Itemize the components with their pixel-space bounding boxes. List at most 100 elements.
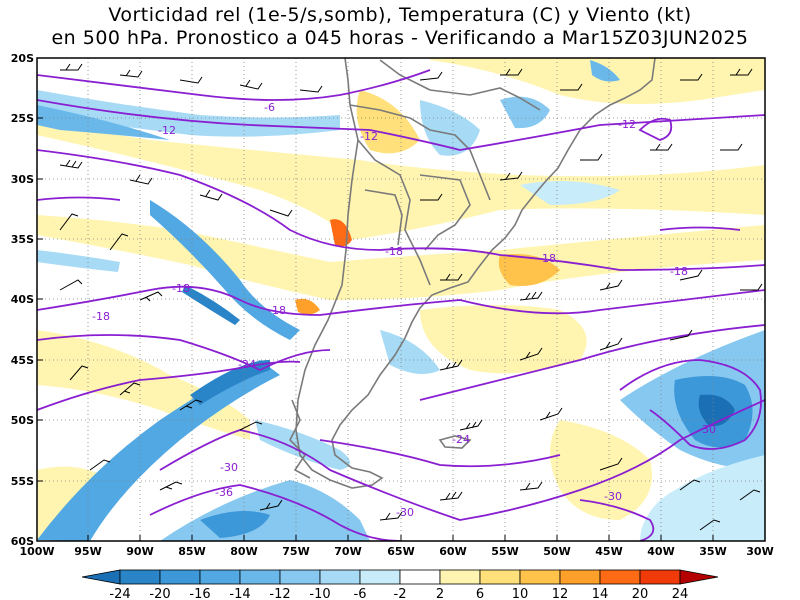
vorticity-negative-area (520, 181, 620, 205)
colorbar-swatch (479, 569, 521, 585)
vorticity-positive-area (37, 215, 765, 300)
vorticity-negative-area (150, 200, 300, 340)
vorticity-negative-area (590, 60, 620, 82)
contour-label: -30 (220, 461, 238, 474)
colorbar-label: -10 (309, 587, 330, 600)
colorbar-label: -2 (394, 587, 407, 600)
colorbar-swatch (519, 569, 561, 585)
colorbar-label: 10 (512, 587, 529, 600)
colorbar-swatch (159, 569, 201, 585)
vorticity-negative-area (182, 285, 240, 325)
contour-label: -30 (604, 490, 622, 503)
country-border (419, 174, 471, 251)
vorticity-negative-area (380, 330, 440, 374)
falklands (438, 435, 472, 449)
contour-label: -24 (238, 358, 256, 371)
lon-label: 85W (178, 545, 205, 558)
colorbar-label: -20 (149, 587, 170, 600)
map-title: Vorticidad rel (1e-5/s,somb), Temperatur… (0, 4, 800, 50)
contour-label: -18 (268, 304, 286, 317)
contour-label: -18 (385, 245, 403, 258)
colorbar-label: 14 (592, 587, 609, 600)
lon-label: 45W (595, 545, 622, 558)
colorbar-label: -14 (229, 587, 250, 600)
vorticity-negative-area (640, 455, 765, 541)
lon-label: 40W (647, 545, 674, 558)
colorbar-label: 12 (552, 587, 569, 600)
vorticity-negative-area (255, 420, 350, 470)
colorbar-swatch (399, 569, 441, 585)
vorticity-negative-area (37, 250, 120, 272)
lat-label: 60S (11, 535, 34, 548)
lat-label: 40S (11, 293, 34, 306)
colorbar-swatch (239, 569, 281, 585)
lat-label: 45S (11, 354, 34, 367)
contour-label: -30 (698, 423, 716, 436)
vorticity-positive-area (420, 305, 587, 374)
colorbar-label: -12 (269, 587, 290, 600)
colorbar-label: -16 (189, 587, 210, 600)
colorbar-high-arrow (679, 569, 719, 585)
colorbar-swatch (359, 569, 401, 585)
contour-label: -12 (360, 130, 378, 143)
south-america-outline (295, 58, 656, 489)
lat-label: 55S (11, 475, 34, 488)
title-line-2: en 500 hPa. Pronostico a 045 horas - Ver… (51, 27, 749, 49)
temperature-contours (37, 69, 765, 541)
vorticity-negative-area (190, 360, 270, 405)
vorticity-negative-area (37, 360, 280, 541)
colorbar-swatch (639, 569, 681, 585)
title-line-1: Vorticidad rel (1e-5/s,somb), Temperatur… (108, 4, 692, 26)
wind-barbs (59, 63, 763, 531)
lon-label: 95W (74, 545, 101, 558)
colorbar-label: 20 (632, 587, 649, 600)
colorbar: -24 -20 -16 -14 -12 -10 -6 -2 2 6 10 12 14 20 24 (81, 569, 719, 600)
vorticity-positive-area (498, 254, 560, 286)
country-border (379, 59, 431, 91)
lon-label: 65W (387, 545, 414, 558)
contour-label: -12 (158, 124, 176, 137)
coastlines-and-borders (289, 58, 656, 489)
lon-label: 35W (699, 545, 726, 558)
vorticity-positive-area (295, 298, 320, 315)
colorbar-label: 24 (672, 587, 689, 600)
lon-label: 75W (282, 545, 309, 558)
vorticity-positive-area (430, 58, 765, 104)
colorbar-swatch (199, 569, 241, 585)
contour-label: -18 (670, 265, 688, 278)
colorbar-swatch (439, 569, 481, 585)
colorbar-low-arrow (81, 569, 121, 585)
lon-label: 60W (439, 545, 466, 558)
contour-label: -18 (92, 310, 110, 323)
vorticity-negative-area (37, 105, 170, 140)
contour-label: -36 (215, 486, 233, 499)
contour-label: -24 (452, 433, 470, 446)
chile-islands (289, 399, 311, 479)
vorticity-negative-area (420, 100, 480, 156)
lat-label: 20S (11, 52, 34, 65)
colorbar-swatch (279, 569, 321, 585)
vorticity-negative-area (200, 511, 270, 538)
country-border (349, 104, 491, 201)
latitude-labels: 20S 25S 30S 35S 40S 45S 50S 55S 60S (11, 52, 34, 548)
lat-label: 50S (11, 414, 34, 427)
country-border (364, 189, 403, 246)
colorbar-swatch (599, 569, 641, 585)
colorbar-label: -6 (354, 587, 367, 600)
lon-label: 100W (19, 545, 54, 558)
lon-label: 80W (230, 545, 257, 558)
colorbar-label: -24 (109, 587, 130, 600)
lon-label: 55W (491, 545, 518, 558)
lat-label: 25S (11, 112, 34, 125)
contour-label: -18 (172, 282, 190, 295)
lon-label: 30W (746, 545, 773, 558)
contour-label: -30 (396, 506, 414, 519)
colorbar-swatch (559, 569, 601, 585)
vorticity-negative-area (500, 96, 550, 129)
axis-ticks (36, 57, 766, 542)
contour-label: -12 (618, 118, 636, 131)
colorbar-label: 6 (476, 587, 484, 600)
contour-label: -6 (264, 101, 275, 114)
lat-label: 30S (11, 173, 34, 186)
